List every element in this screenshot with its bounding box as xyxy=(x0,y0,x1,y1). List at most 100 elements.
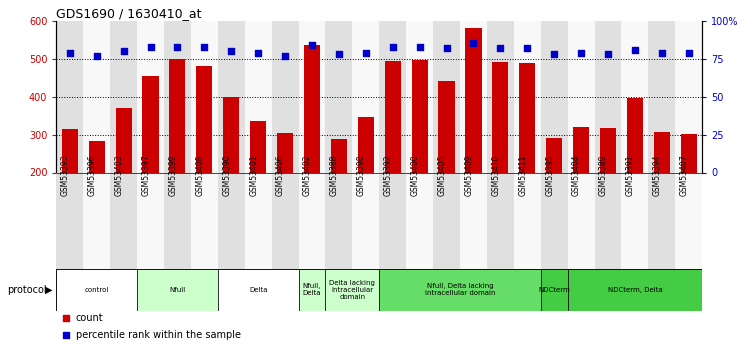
Bar xyxy=(299,21,325,172)
Bar xyxy=(568,21,595,172)
Text: GSM53407: GSM53407 xyxy=(680,155,689,196)
Bar xyxy=(573,127,589,172)
Text: GSM53398: GSM53398 xyxy=(357,155,366,196)
Text: GSM53403: GSM53403 xyxy=(115,155,124,196)
Point xyxy=(360,50,372,55)
Point xyxy=(64,50,76,55)
Bar xyxy=(385,61,401,172)
Text: ▶: ▶ xyxy=(45,285,53,295)
Bar xyxy=(170,59,185,172)
Text: GSM53394: GSM53394 xyxy=(653,155,662,196)
Bar xyxy=(137,172,164,269)
Bar xyxy=(541,21,568,172)
Bar xyxy=(675,21,702,172)
Bar xyxy=(325,21,352,172)
Bar xyxy=(541,269,568,310)
Bar xyxy=(653,131,670,172)
Text: GSM53400: GSM53400 xyxy=(411,155,420,196)
Bar xyxy=(357,117,374,172)
Text: GSM53406: GSM53406 xyxy=(276,155,285,196)
Bar xyxy=(460,172,487,269)
Text: Nfull: Nfull xyxy=(169,287,185,293)
Point xyxy=(144,44,156,49)
Text: GSM53409: GSM53409 xyxy=(464,155,473,196)
Bar xyxy=(439,81,454,172)
Point xyxy=(414,44,426,49)
Bar xyxy=(627,99,643,172)
Text: Delta: Delta xyxy=(249,287,267,293)
Point xyxy=(333,51,345,57)
Bar xyxy=(595,21,622,172)
Bar xyxy=(352,21,379,172)
Text: protocol: protocol xyxy=(8,285,47,295)
Point xyxy=(494,45,506,51)
Text: GSM53410: GSM53410 xyxy=(491,155,500,196)
Bar xyxy=(245,21,272,172)
Bar xyxy=(143,76,158,172)
Bar xyxy=(56,269,137,310)
Bar xyxy=(299,269,325,310)
Bar xyxy=(352,172,379,269)
Bar xyxy=(406,21,433,172)
Bar xyxy=(675,172,702,269)
Text: GSM53396: GSM53396 xyxy=(88,155,97,196)
Bar xyxy=(137,269,218,310)
Point xyxy=(467,41,479,46)
Bar xyxy=(622,21,648,172)
Bar xyxy=(568,269,702,310)
Bar xyxy=(83,172,110,269)
Point xyxy=(306,42,318,48)
Point xyxy=(656,50,668,55)
Bar xyxy=(62,129,78,172)
Bar xyxy=(56,21,83,172)
Bar xyxy=(546,138,562,172)
Bar xyxy=(250,121,266,172)
Point xyxy=(575,50,587,55)
Bar xyxy=(191,172,218,269)
Text: Nfull,
Delta: Nfull, Delta xyxy=(303,283,321,296)
Text: control: control xyxy=(85,287,109,293)
Text: GSM53389: GSM53389 xyxy=(599,155,608,196)
Bar xyxy=(89,141,105,172)
Bar xyxy=(218,269,299,310)
Point xyxy=(441,45,453,51)
Bar xyxy=(56,172,83,269)
Text: GSM53411: GSM53411 xyxy=(518,155,527,196)
Bar xyxy=(299,172,325,269)
Bar xyxy=(514,21,541,172)
Bar xyxy=(406,172,433,269)
Text: GSM53388: GSM53388 xyxy=(330,155,339,196)
Text: GSM53401: GSM53401 xyxy=(249,155,258,196)
Text: Delta lacking
intracellular
domain: Delta lacking intracellular domain xyxy=(330,280,376,300)
Bar xyxy=(325,172,352,269)
Bar xyxy=(379,172,406,269)
Point xyxy=(602,51,614,57)
Point xyxy=(279,53,291,58)
Point xyxy=(629,47,641,52)
Bar xyxy=(272,172,299,269)
Bar xyxy=(622,172,648,269)
Text: NDCterm: NDCterm xyxy=(538,287,570,293)
Bar xyxy=(330,139,347,172)
Bar xyxy=(110,21,137,172)
Text: GSM53390: GSM53390 xyxy=(222,155,231,196)
Text: NDCterm, Delta: NDCterm, Delta xyxy=(608,287,662,293)
Bar xyxy=(83,21,110,172)
Bar xyxy=(493,62,508,172)
Bar xyxy=(272,21,299,172)
Bar xyxy=(218,21,245,172)
Bar xyxy=(680,134,697,172)
Text: GSM53404: GSM53404 xyxy=(572,155,581,196)
Text: GSM53397: GSM53397 xyxy=(141,155,150,196)
Text: GSM53395: GSM53395 xyxy=(545,155,554,196)
Bar xyxy=(514,172,541,269)
Text: percentile rank within the sample: percentile rank within the sample xyxy=(76,331,241,340)
Bar xyxy=(164,172,191,269)
Point xyxy=(387,44,399,49)
Bar xyxy=(379,21,406,172)
Bar xyxy=(519,63,535,172)
Point xyxy=(60,315,72,321)
Text: GSM53408: GSM53408 xyxy=(195,155,204,196)
Point xyxy=(252,50,264,55)
Bar xyxy=(325,269,379,310)
